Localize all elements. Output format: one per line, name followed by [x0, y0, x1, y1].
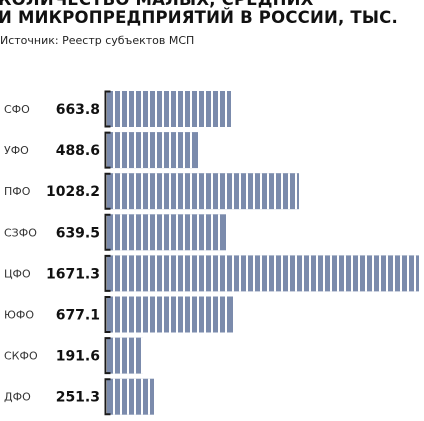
value-label-уфо: 488.6 [56, 143, 100, 159]
bar-bracket-пфо [104, 172, 111, 210]
value-label-дфо: 251.3 [56, 390, 100, 406]
bar-stripes-дфо [113, 378, 150, 415]
bar-скфо [107, 337, 143, 374]
category-label-цфо: ЦФО [4, 267, 31, 280]
bar-stripes-сзфо [113, 214, 220, 251]
chart-title: КОЛИЧЕСТВО МАЛЫХ, СРЕДНИХ И МИКРОПРЕДПРИ… [0, 0, 424, 27]
bar-stripes-сфо [113, 91, 227, 127]
source-note: Источник: Реестр субъектов МСП [0, 34, 195, 47]
bar-stripes-скфо [113, 337, 143, 374]
bar-group-юфо: ЮФО 677.1 [4, 296, 233, 333]
value-label-сфо: 663.8 [56, 102, 100, 118]
bar-group-уфо: УФО 488.6 [4, 131, 198, 169]
bar-сзфо [107, 214, 226, 251]
bar-group-цфо: ЦФО 1671.3 [4, 254, 419, 292]
category-label-сфо: СФО [4, 103, 30, 116]
bar-bracket-цфо [104, 254, 111, 292]
bar-group-дфо: ДФО 251.3 [4, 378, 154, 416]
bar-bracket-дфо [104, 378, 111, 416]
bar-stripes-юфо [113, 296, 227, 333]
bar-stripes-пфо [113, 173, 297, 210]
bar-group-пфо: ПФО 1028.2 [4, 172, 299, 210]
bar-bracket-юфо [104, 296, 111, 333]
category-label-скфо: СКФО [4, 350, 38, 363]
bar-group-сфо: СФО 663.8 [4, 90, 231, 128]
value-label-цфо: 1671.3 [46, 266, 100, 282]
value-label-пфо: 1028.2 [46, 184, 100, 200]
category-label-юфо: ЮФО [4, 309, 34, 322]
bar-уфо [107, 132, 198, 169]
category-label-сзфо: СЗФО [4, 226, 37, 239]
category-label-дфо: ДФО [4, 391, 31, 404]
bar-stripes-цфо [113, 255, 416, 292]
bar-bracket-скфо [104, 337, 111, 375]
bar-bracket-сфо [104, 90, 111, 128]
chart-title-line-1: КОЛИЧЕСТВО МАЛЫХ, СРЕДНИХ [0, 0, 424, 9]
bar-group-сзфо: СЗФО 639.5 [4, 213, 226, 251]
value-label-сзфо: 639.5 [56, 225, 100, 241]
bar-bracket-уфо [104, 131, 111, 169]
chart-title-line-2: И МИКРОПРЕДПРИЯТИЙ В РОССИИ, ТЫС. [0, 8, 398, 27]
bar-group-скфо: СКФО 191.6 [4, 337, 143, 375]
category-label-пфо: ПФО [4, 185, 31, 198]
bar-bracket-сзфо [104, 213, 111, 251]
category-label-уфо: УФО [4, 144, 29, 157]
value-label-скфо: 191.6 [56, 349, 100, 365]
bar-stripes-уфо [113, 132, 192, 169]
value-label-юфо: 677.1 [56, 308, 100, 324]
